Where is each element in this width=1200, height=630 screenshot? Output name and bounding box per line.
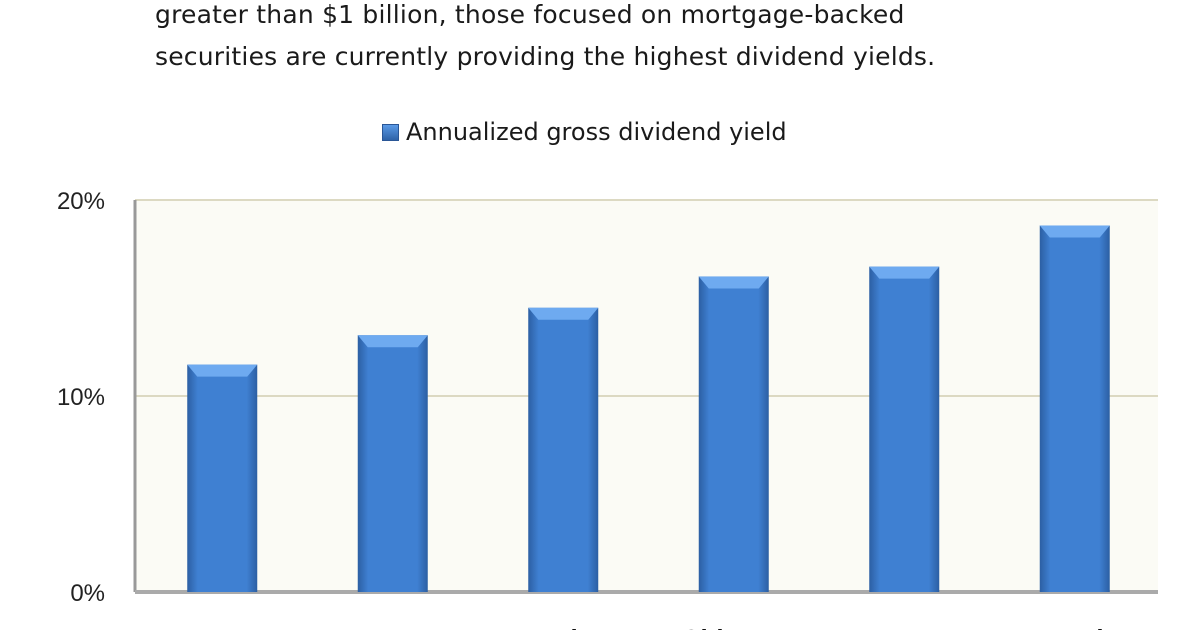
caption-line-1: greater than $1 billion, those focused o… xyxy=(155,0,905,29)
bar-bevel xyxy=(869,266,940,279)
bar xyxy=(869,266,940,592)
legend-swatch xyxy=(382,123,399,141)
x-tick-label: Hatteras xyxy=(341,624,445,630)
x-tick-label: Chimera xyxy=(682,624,787,630)
bar-bevel xyxy=(187,364,258,377)
bar-bevel xyxy=(357,335,428,348)
bar-bevel xyxy=(1039,225,1110,238)
y-tick-label: 0% xyxy=(70,580,105,607)
x-tick-label: Annaly xyxy=(1031,624,1118,630)
caption-line-2: securities are currently providing the h… xyxy=(155,42,936,71)
bar xyxy=(698,276,769,592)
legend-label: Annualized gross dividend yield xyxy=(406,118,787,146)
bar xyxy=(528,307,599,592)
bar-bevel xyxy=(698,276,769,289)
bar xyxy=(1039,225,1110,593)
bar xyxy=(357,335,428,592)
x-tick-label: American xyxy=(504,624,623,630)
y-tick-label: 20% xyxy=(57,188,105,215)
x-tick-label: MFA xyxy=(195,624,250,630)
y-tick-label: 10% xyxy=(57,384,105,411)
bar-bevel xyxy=(528,307,599,320)
x-tick-label: Invesco xyxy=(856,624,953,630)
legend: Annualized gross dividend yield xyxy=(382,118,787,146)
bar xyxy=(187,364,258,592)
